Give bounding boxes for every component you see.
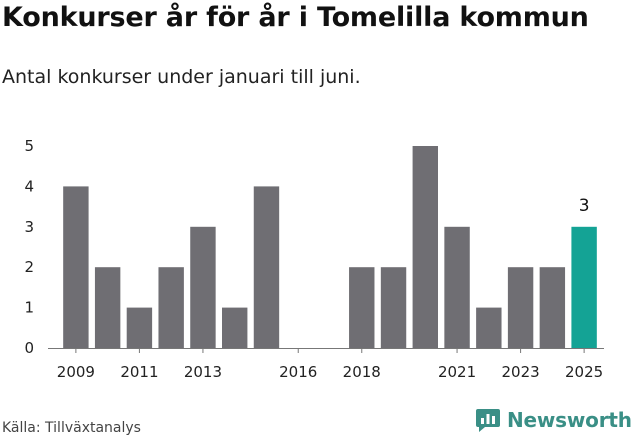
bar-2012	[158, 267, 184, 348]
bar-2025	[571, 226, 597, 348]
bar-2015	[253, 186, 280, 348]
page-title: Konkurser år för år i Tomelilla kommun	[2, 2, 589, 33]
brand-name: Newsworthy	[507, 408, 631, 432]
newsworthy-logo-icon	[476, 409, 500, 432]
x-tick-label: 2021	[438, 363, 476, 381]
x-tick-label: 2025	[565, 363, 603, 381]
bar-2013	[190, 226, 216, 348]
bar-2023	[507, 267, 534, 348]
y-tick-label: 5	[24, 137, 34, 155]
x-tick-label: 2011	[120, 363, 158, 381]
x-tick-label: 2023	[501, 363, 539, 381]
y-tick-label: 2	[24, 258, 34, 276]
bar-2018	[349, 267, 375, 348]
bar-2019	[380, 267, 407, 348]
brand: Newsworthy	[475, 407, 631, 433]
bar-2010	[94, 267, 121, 348]
x-tick-label: 2013	[184, 363, 222, 381]
x-tick-label: 2016	[279, 363, 317, 381]
x-tick-label: 2009	[57, 363, 95, 381]
data-label: 3	[579, 196, 590, 216]
bar-2022	[476, 307, 502, 348]
bar-2021	[444, 226, 470, 348]
source-note: Källa: Tillväxtanalys	[2, 420, 141, 436]
y-tick-label: 1	[24, 299, 34, 317]
page-subtitle: Antal konkurser under januari till juni.	[2, 66, 361, 88]
y-tick-label: 4	[24, 177, 34, 195]
bar-chart: 0 1 2 3 4 5 2009 2011 2013 2016 2018 2021 2023 2025 3	[24, 137, 604, 381]
bar-2009	[63, 186, 89, 348]
y-tick-label: 0	[24, 339, 34, 357]
bar-2024	[539, 267, 566, 348]
y-tick-label: 3	[24, 218, 34, 236]
bar-2014	[222, 307, 248, 348]
bar-2011	[126, 307, 153, 348]
x-tick-label: 2018	[343, 363, 381, 381]
bar-2020	[412, 146, 438, 348]
